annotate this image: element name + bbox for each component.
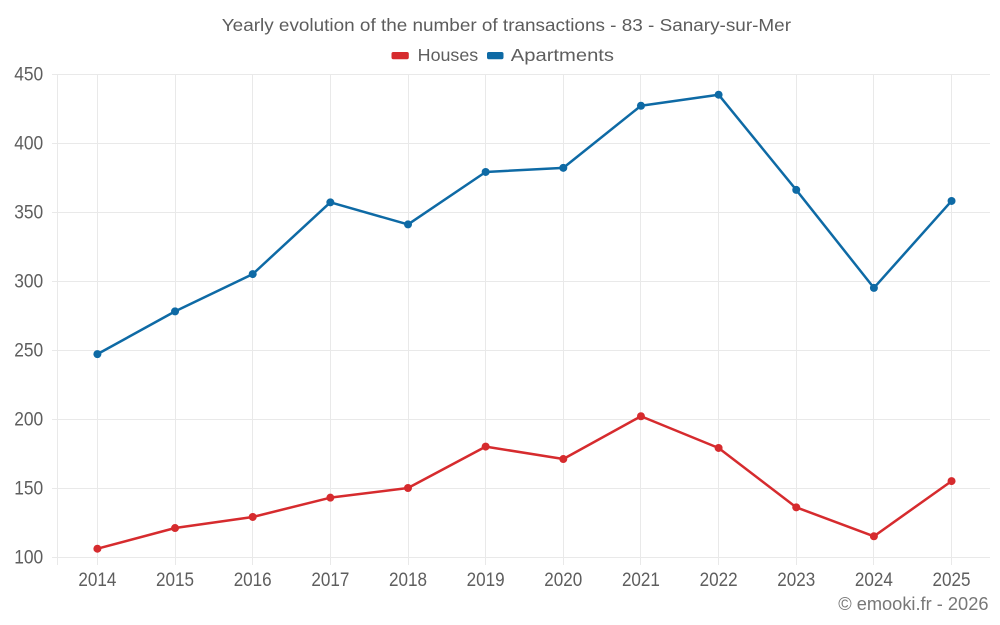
svg-text:Yearly evolution of the number: Yearly evolution of the number of transa…	[222, 15, 791, 35]
svg-text:250: 250	[14, 341, 43, 362]
svg-text:300: 300	[14, 272, 43, 293]
svg-text:2016: 2016	[234, 570, 272, 591]
svg-text:150: 150	[14, 479, 43, 500]
svg-text:2021: 2021	[622, 570, 660, 591]
svg-text:2025: 2025	[933, 570, 971, 591]
svg-text:2017: 2017	[311, 570, 349, 591]
svg-text:2022: 2022	[700, 570, 738, 591]
svg-text:400: 400	[14, 134, 43, 155]
svg-text:100: 100	[14, 548, 43, 569]
svg-text:2015: 2015	[156, 570, 194, 591]
svg-text:2018: 2018	[389, 570, 427, 591]
svg-text:2024: 2024	[855, 570, 893, 591]
svg-text:2019: 2019	[467, 570, 505, 591]
svg-text:450: 450	[14, 65, 43, 86]
svg-text:Apartments: Apartments	[511, 45, 614, 65]
svg-text:200: 200	[14, 410, 43, 431]
svg-text:350: 350	[14, 203, 43, 224]
svg-text:2023: 2023	[777, 570, 815, 591]
svg-text:Houses: Houses	[418, 45, 479, 65]
svg-text:2014: 2014	[78, 570, 116, 591]
svg-text:2020: 2020	[544, 570, 582, 591]
svg-text:© emooki.fr - 2026: © emooki.fr - 2026	[838, 593, 988, 614]
